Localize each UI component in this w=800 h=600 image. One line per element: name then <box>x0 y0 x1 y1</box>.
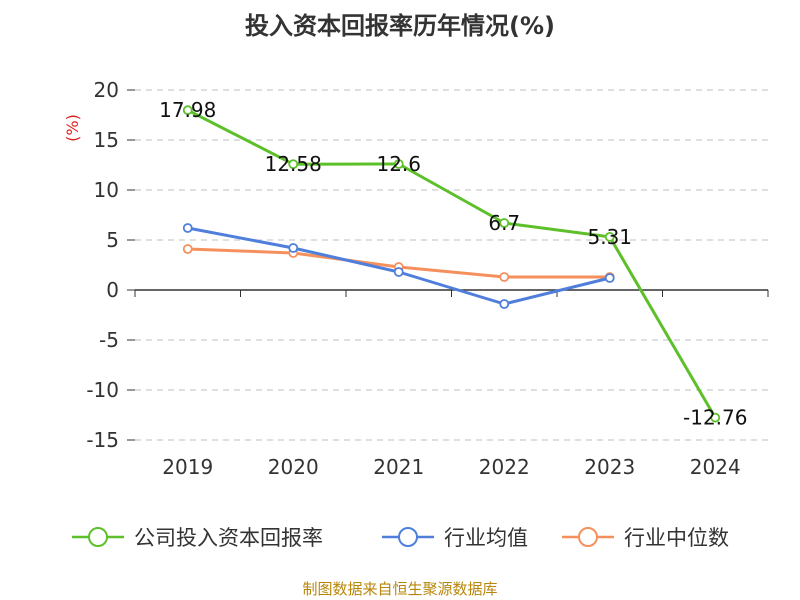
legend-marker <box>398 527 418 547</box>
legend-marker <box>578 527 598 547</box>
legend-label: 行业中位数 <box>624 526 729 550</box>
data-label: 12.6 <box>376 152 421 176</box>
x-tick-label: 2019 <box>162 455 213 479</box>
data-point <box>288 159 299 170</box>
chart-title: 投入资本回报率历年情况(%) <box>245 12 555 40</box>
x-tick-label: 2022 <box>479 455 530 479</box>
y-tick-label: 20 <box>94 78 119 102</box>
data-label: -12.76 <box>683 406 747 430</box>
x-tick-label: 2021 <box>373 455 424 479</box>
x-tick-label: 2023 <box>584 455 635 479</box>
y-tick-label: 0 <box>106 278 119 302</box>
y-tick-label: -5 <box>99 328 119 352</box>
data-point <box>393 267 404 277</box>
y-axis-label: (%) <box>63 114 82 142</box>
data-label: 17.98 <box>159 98 216 122</box>
source-note: 制图数据来自恒生聚源数据库 <box>302 580 497 598</box>
data-point <box>499 218 510 228</box>
data-label: 5.31 <box>587 225 632 249</box>
y-tick-label: 10 <box>94 178 119 202</box>
data-point <box>710 412 721 423</box>
data-point <box>288 243 299 253</box>
data-point <box>604 231 615 242</box>
data-point <box>182 244 193 254</box>
legend: 公司投入资本回报率 行业均值 行业中位数 <box>72 526 729 550</box>
series-line <box>187 108 717 419</box>
y-tick-label: 5 <box>106 228 119 252</box>
y-tick-label: -10 <box>86 378 119 402</box>
data-label: 12.58 <box>265 152 322 176</box>
y-tick-label: -15 <box>86 428 119 452</box>
y-tick-label: 15 <box>94 128 119 152</box>
legend-label: 公司投入资本回报率 <box>134 526 323 550</box>
data-label: 6.7 <box>488 211 520 235</box>
x-tick-label: 2020 <box>268 455 319 479</box>
axes: 20 15 10 5 0 -5 -10 -15 2019 2020 2021 2022 2023 2024 <box>86 78 769 479</box>
data-point <box>182 223 193 233</box>
legend-marker <box>88 527 108 547</box>
data-point <box>182 105 193 116</box>
data-point <box>393 159 404 169</box>
legend-item: 行业均值 <box>382 526 528 550</box>
legend-item: 公司投入资本回报率 <box>72 526 323 550</box>
x-tick-label: 2024 <box>690 455 741 479</box>
data-point <box>499 299 510 309</box>
data-labels: 17.98 12.58 12.6 6.7 5.31 -12.76 <box>159 98 747 429</box>
legend-label: 行业均值 <box>444 526 528 550</box>
data-point <box>499 272 510 282</box>
series-group <box>182 105 721 423</box>
grid-lines <box>135 89 768 441</box>
legend-item: 行业中位数 <box>562 526 729 550</box>
data-point <box>604 273 615 283</box>
